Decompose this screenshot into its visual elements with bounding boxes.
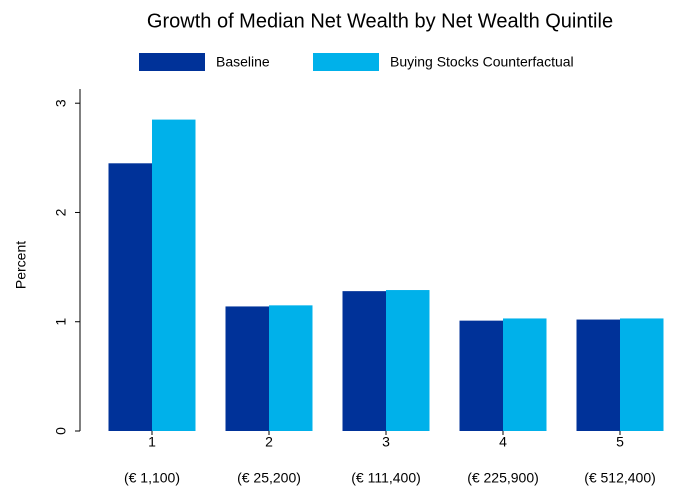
legend-label: Baseline bbox=[216, 54, 270, 70]
legend-swatch bbox=[313, 53, 379, 71]
bar bbox=[152, 119, 196, 432]
bar bbox=[503, 318, 547, 431]
legend-swatch bbox=[139, 53, 205, 71]
bar bbox=[459, 320, 503, 431]
bar bbox=[225, 306, 269, 431]
chart-title: Growth of Median Net Wealth by Net Wealt… bbox=[147, 10, 613, 32]
y-tick-label: 1 bbox=[53, 318, 69, 326]
bar bbox=[386, 290, 430, 431]
x-tick-sublabel: (€ 25,200) bbox=[237, 470, 301, 486]
bar bbox=[342, 291, 386, 431]
x-tick-label: 5 bbox=[616, 434, 624, 450]
y-tick-label: 0 bbox=[53, 427, 69, 435]
x-tick-sublabel: (€ 225,900) bbox=[467, 470, 539, 486]
y-tick-label: 3 bbox=[53, 99, 69, 107]
y-tick-label: 2 bbox=[53, 208, 69, 216]
bar bbox=[620, 318, 664, 431]
bar bbox=[108, 163, 152, 431]
x-tick-sublabel: (€ 512,400) bbox=[584, 470, 656, 486]
x-tick-label: 3 bbox=[382, 434, 390, 450]
x-tick-sublabel: (€ 111,400) bbox=[351, 470, 421, 486]
bar bbox=[269, 305, 313, 431]
x-tick-label: 2 bbox=[265, 434, 273, 450]
y-axis-label: Percent bbox=[13, 241, 29, 289]
legend-label: Buying Stocks Counterfactual bbox=[390, 54, 574, 70]
x-tick-label: 1 bbox=[148, 434, 156, 450]
x-tick-sublabel: (€ 1,100) bbox=[124, 470, 180, 486]
x-tick-label: 4 bbox=[499, 434, 507, 450]
bar bbox=[576, 319, 620, 431]
